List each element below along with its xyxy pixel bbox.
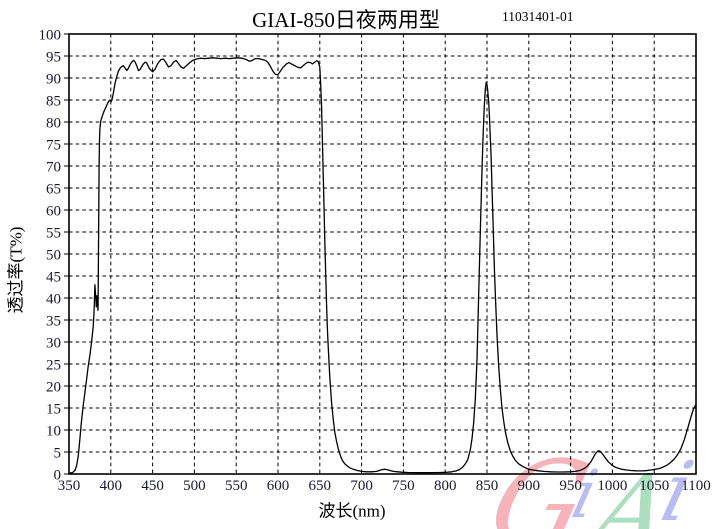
svg-text:15: 15	[46, 401, 61, 417]
svg-text:550: 550	[225, 478, 248, 494]
svg-text:600: 600	[267, 478, 290, 494]
svg-text:20: 20	[46, 379, 61, 395]
svg-text:1050: 1050	[639, 478, 669, 494]
svg-text:50: 50	[46, 247, 61, 263]
svg-text:350: 350	[58, 478, 81, 494]
svg-text:500: 500	[183, 478, 206, 494]
svg-text:850: 850	[476, 478, 499, 494]
svg-text:1100: 1100	[681, 478, 710, 494]
svg-text:650: 650	[309, 478, 332, 494]
svg-text:35: 35	[46, 313, 61, 329]
y-axis-title: 透过率(T%)	[6, 226, 26, 314]
svg-text:750: 750	[392, 478, 415, 494]
svg-text:70: 70	[46, 159, 61, 175]
y-axis-ticks	[64, 33, 69, 475]
svg-text:10: 10	[46, 423, 61, 439]
grid-lines	[69, 34, 696, 474]
svg-text:5: 5	[54, 445, 62, 461]
svg-text:55: 55	[46, 225, 61, 241]
svg-text:45: 45	[46, 269, 61, 285]
svg-text:25: 25	[46, 357, 61, 373]
svg-text:0: 0	[54, 467, 62, 483]
plot-frame	[68, 33, 697, 475]
svg-text:800: 800	[434, 478, 457, 494]
svg-text:65: 65	[46, 181, 61, 197]
svg-text:80: 80	[46, 115, 61, 131]
y-tick-labels: 0 5 10 15 20 25 30 35 40 45 50 55 60 65 70 75 80 85 90 95 10…	[39, 27, 62, 483]
svg-text:100: 100	[39, 27, 62, 43]
svg-text:30: 30	[46, 335, 61, 351]
x-tick-labels: 350 400 450 500 550 600 650 700 750 800 850 900 950 1…	[58, 478, 711, 494]
svg-text:75: 75	[46, 137, 61, 153]
svg-text:950: 950	[559, 478, 582, 494]
transmittance-curve	[68, 57, 697, 474]
x-axis-title: 波长(nm)	[318, 501, 386, 521]
svg-text:400: 400	[100, 478, 123, 494]
svg-text:450: 450	[141, 478, 164, 494]
svg-text:60: 60	[46, 203, 61, 219]
chart-title: GIAI-850日夜两用型	[252, 8, 440, 32]
svg-text:700: 700	[350, 478, 373, 494]
svg-text:1000: 1000	[597, 478, 627, 494]
svg-text:90: 90	[46, 71, 61, 87]
svg-text:900: 900	[518, 478, 541, 494]
svg-text:85: 85	[46, 93, 61, 109]
svg-text:40: 40	[46, 291, 61, 307]
svg-text:95: 95	[46, 49, 61, 65]
chart-serial-number: 11031401-01	[502, 9, 574, 24]
